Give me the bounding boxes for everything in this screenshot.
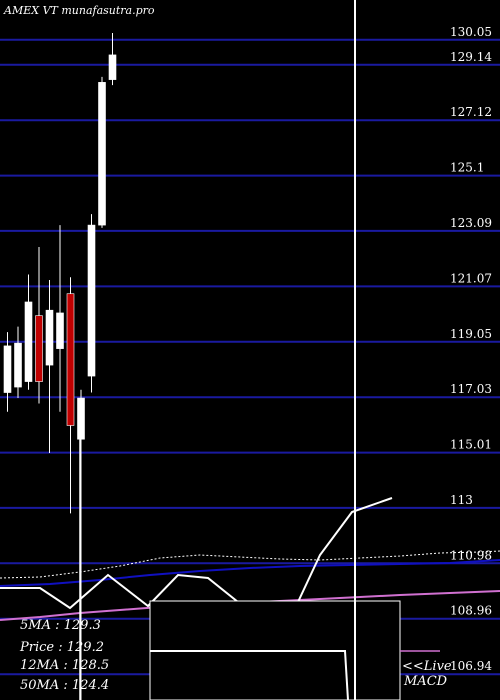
candle-body-bullish (77, 397, 85, 440)
y-tick-label: 129.14 (450, 50, 492, 64)
live-label: <<Live (402, 659, 452, 674)
macd-panel-line (150, 650, 349, 700)
y-tick-label: 108.96 (450, 604, 492, 618)
ma-long-blue-line (0, 559, 500, 587)
chart-title: AMEX VT munafasutra.pro (3, 4, 155, 17)
candle-body-bearish (35, 315, 43, 382)
candle-body-bullish (3, 345, 12, 393)
y-tick-label: 117.03 (450, 382, 492, 396)
candle-body-bullish (98, 82, 106, 226)
macd-label: MACD (403, 674, 448, 689)
stat-5ma: 5MA : 129.3 (20, 618, 101, 633)
y-tick-label: 106.94 (450, 659, 492, 673)
candle-body-bullish (56, 312, 64, 349)
stat-12ma: 12MA : 128.5 (20, 658, 109, 673)
y-tick-label: 130.05 (450, 25, 492, 39)
candle-body-bullish (14, 342, 22, 388)
y-tick-label: 119.05 (450, 327, 492, 341)
stats-block: 5MA : 129.3 Price : 129.2 12MA : 128.5 5… (19, 618, 109, 693)
candle-body-bullish (87, 224, 96, 377)
y-tick-label: 127.12 (450, 105, 492, 119)
price-axis-labels: 130.05 129.14 127.12 125.1 123.09 121.07 119.0… (450, 25, 492, 673)
y-tick-label: 113 (450, 493, 473, 507)
y-tick-label: 121.07 (450, 271, 492, 285)
candle-body-bullish (24, 301, 33, 382)
candle-body-bullish (45, 309, 54, 366)
macd-white-line (0, 497, 393, 610)
stat-price: Price : 129.2 (19, 640, 104, 655)
candle-body-bullish (108, 54, 117, 80)
y-tick-label: 115.01 (450, 438, 492, 452)
ma-dotted-line (0, 550, 500, 579)
candlestick-series (3, 32, 117, 700)
y-tick-label: 123.09 (450, 216, 492, 230)
candle-body-bearish (66, 293, 75, 426)
y-tick-label: 125.1 (450, 161, 484, 175)
stat-50ma: 50MA : 124.4 (20, 678, 109, 693)
y-tick-label: 110.98 (450, 548, 492, 562)
